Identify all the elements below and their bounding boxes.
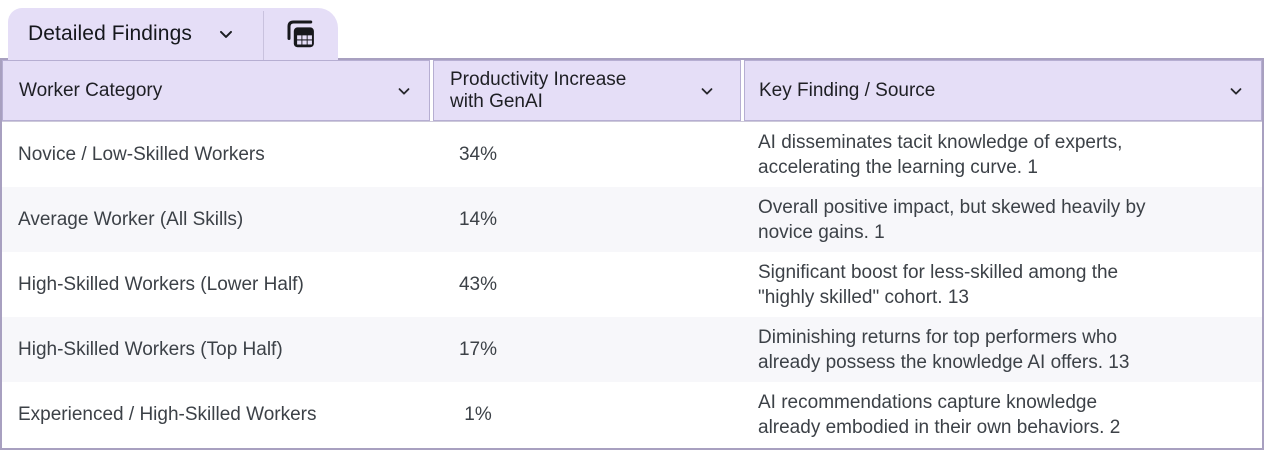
table-header-row: Worker Category Productivity Increase wi… [2,60,1262,122]
column-header-productivity-increase[interactable]: Productivity Increase with GenAI [433,60,741,121]
cell-key-finding: AI recommendations capture knowledge alr… [758,391,1121,438]
table-options-button[interactable] [264,16,338,52]
chevron-down-icon [216,24,236,44]
cell-productivity-increase: 34% [458,143,498,165]
column-label: Key Finding / Source [759,79,936,101]
column-header-worker-category[interactable]: Worker Category [2,60,430,121]
cell-key-finding: Overall positive impact, but skewed heav… [758,196,1146,243]
cell-key-finding: Diminishing returns for top performers w… [758,326,1130,373]
cell-worker-category: Novice / Low-Skilled Workers [18,143,265,165]
table-row[interactable]: High-Skilled Workers (Top Half) 17% Dimi… [2,317,1262,382]
chevron-down-icon[interactable] [395,82,413,100]
cell-productivity-increase: 14% [458,208,498,230]
cell-worker-category: High-Skilled Workers (Lower Half) [18,273,304,295]
column-label: Worker Category [19,79,163,101]
cell-productivity-increase: 17% [458,338,498,360]
table-row[interactable]: Experienced / High-Skilled Workers 1% AI… [2,382,1262,447]
cell-productivity-increase: 1% [464,403,492,425]
tab-title-dropdown[interactable]: Detailed Findings [8,22,263,46]
backup-table-icon [283,16,319,52]
cell-worker-category: High-Skilled Workers (Top Half) [18,338,283,360]
cell-key-finding: AI disseminates tacit knowledge of exper… [758,131,1123,178]
table-row[interactable]: High-Skilled Workers (Lower Half) 43% Si… [2,252,1262,317]
findings-table: Worker Category Productivity Increase wi… [0,58,1264,450]
cell-worker-category: Experienced / High-Skilled Workers [18,403,317,425]
tab-divider [263,11,264,60]
column-label: Productivity Increase with GenAI [450,68,627,112]
tab-title: Detailed Findings [28,22,192,45]
column-header-key-finding[interactable]: Key Finding / Source [744,60,1262,121]
cell-productivity-increase: 43% [458,273,498,295]
table-body: Novice / Low-Skilled Workers 34% AI diss… [2,122,1262,447]
cell-worker-category: Average Worker (All Skills) [18,208,244,230]
chevron-down-icon[interactable] [1227,82,1245,100]
table-tab: Detailed Findings [8,8,338,60]
table-row[interactable]: Novice / Low-Skilled Workers 34% AI diss… [2,122,1262,187]
chevron-down-icon[interactable] [698,82,716,100]
cell-key-finding: Significant boost for less-skilled among… [758,261,1119,308]
table-row[interactable]: Average Worker (All Skills) 14% Overall … [2,187,1262,252]
